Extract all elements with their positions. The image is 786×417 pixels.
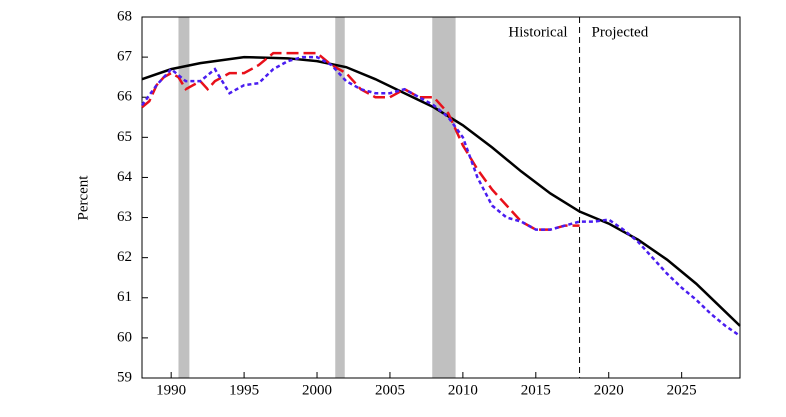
y-tick-label: 65 bbox=[117, 129, 132, 145]
y-axis-label: Percent bbox=[75, 175, 91, 221]
x-tick-label: 2005 bbox=[375, 382, 405, 398]
x-tick-label: 2010 bbox=[448, 382, 478, 398]
y-tick-label: 63 bbox=[117, 209, 132, 225]
y-tick-label: 64 bbox=[117, 169, 133, 185]
annotation: Historical bbox=[508, 24, 567, 40]
x-tick-label: 2000 bbox=[302, 382, 332, 398]
y-tick-label: 59 bbox=[117, 369, 132, 385]
series-line bbox=[141, 55, 741, 327]
recession-band bbox=[178, 17, 190, 378]
x-tick-label: 2015 bbox=[521, 382, 551, 398]
y-tick-label: 62 bbox=[117, 249, 132, 265]
annotation: Projected bbox=[592, 24, 649, 40]
y-tick-label: 68 bbox=[117, 8, 132, 24]
x-tick-label: 1990 bbox=[156, 382, 186, 398]
recession-band bbox=[335, 17, 345, 378]
y-tick-label: 60 bbox=[117, 329, 132, 345]
series-line bbox=[141, 51, 580, 231]
x-tick-label: 1995 bbox=[229, 382, 259, 398]
y-tick-label: 67 bbox=[117, 49, 133, 65]
x-tick-label: 2025 bbox=[667, 382, 697, 398]
plot-frame bbox=[141, 16, 741, 379]
recession-band bbox=[432, 17, 456, 378]
y-tick-label: 61 bbox=[117, 289, 132, 305]
y-tick-label: 66 bbox=[117, 89, 133, 105]
series-line bbox=[140, 55, 741, 337]
x-tick-label: 2020 bbox=[594, 382, 624, 398]
